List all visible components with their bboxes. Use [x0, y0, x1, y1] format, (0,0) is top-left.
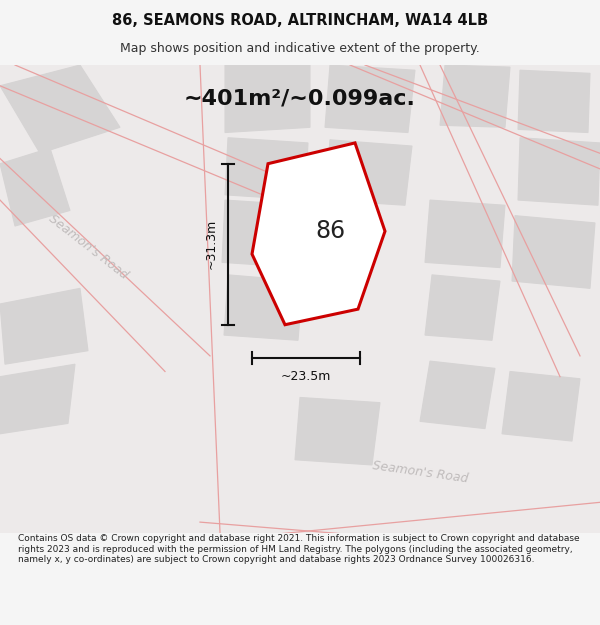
Polygon shape	[225, 65, 310, 132]
Polygon shape	[0, 364, 75, 434]
Polygon shape	[425, 200, 505, 268]
Polygon shape	[502, 371, 580, 441]
Polygon shape	[518, 70, 590, 132]
Polygon shape	[252, 143, 385, 325]
Text: ~401m²/~0.099ac.: ~401m²/~0.099ac.	[184, 88, 416, 108]
Polygon shape	[518, 138, 600, 205]
Polygon shape	[225, 138, 308, 200]
Text: 86, SEAMONS ROAD, ALTRINCHAM, WA14 4LB: 86, SEAMONS ROAD, ALTRINCHAM, WA14 4LB	[112, 13, 488, 28]
Text: Seamon's Road: Seamon's Road	[371, 459, 469, 486]
Polygon shape	[0, 148, 70, 226]
Polygon shape	[325, 140, 412, 205]
Text: Seamon's Road: Seamon's Road	[46, 212, 130, 282]
Polygon shape	[325, 65, 415, 132]
Polygon shape	[512, 216, 595, 288]
Polygon shape	[224, 275, 303, 340]
Text: Map shows position and indicative extent of the property.: Map shows position and indicative extent…	[120, 42, 480, 55]
Polygon shape	[425, 275, 500, 340]
Polygon shape	[440, 65, 510, 128]
Text: 86: 86	[315, 219, 345, 243]
Text: ~23.5m: ~23.5m	[281, 370, 331, 383]
Polygon shape	[295, 398, 380, 465]
Polygon shape	[222, 200, 305, 268]
Polygon shape	[420, 361, 495, 429]
Text: Contains OS data © Crown copyright and database right 2021. This information is : Contains OS data © Crown copyright and d…	[18, 534, 580, 564]
Polygon shape	[0, 288, 88, 364]
Polygon shape	[0, 65, 120, 153]
Text: ~31.3m: ~31.3m	[205, 219, 218, 269]
